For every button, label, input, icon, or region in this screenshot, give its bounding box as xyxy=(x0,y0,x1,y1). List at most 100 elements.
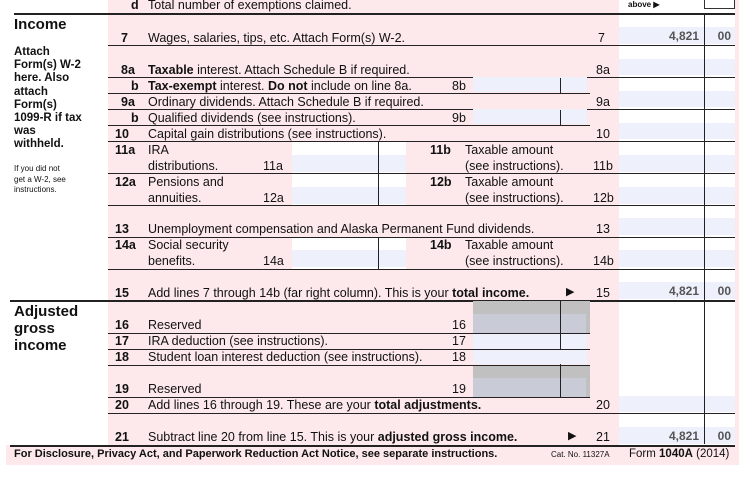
arrow-right-icon: ▶ xyxy=(568,430,577,442)
box-label: 12b xyxy=(593,191,614,205)
divider xyxy=(108,205,735,206)
divider xyxy=(108,397,590,398)
box-label: 11a xyxy=(263,159,283,173)
line-20-field[interactable] xyxy=(619,396,735,412)
line-14a-field[interactable] xyxy=(292,250,406,267)
line-13-field[interactable] xyxy=(619,218,735,235)
line-21-field[interactable] xyxy=(619,427,735,444)
note-line: attach xyxy=(14,85,48,98)
line-8b-field[interactable] xyxy=(473,77,587,92)
line-num: 11a xyxy=(115,143,136,157)
line-10-field[interactable] xyxy=(619,123,735,139)
agi-heading: Adjusted gross income xyxy=(14,303,78,354)
bold: total income. xyxy=(452,286,530,300)
line-9b-field[interactable] xyxy=(473,109,587,124)
divider xyxy=(108,413,735,414)
line-7-cents: 00 xyxy=(717,29,731,43)
box-label: 21 xyxy=(596,430,610,444)
box-label: 9a xyxy=(596,95,610,109)
line-17-field[interactable] xyxy=(473,334,587,349)
footer-notice: For Disclosure, Privacy Act, and Paperwo… xyxy=(14,448,498,460)
cents-divider xyxy=(560,78,561,93)
heading-line: gross xyxy=(14,320,55,337)
line-num: 17 xyxy=(115,334,129,348)
text: (see instructions). xyxy=(465,191,564,205)
line-7-field[interactable] xyxy=(619,27,735,44)
line-11a-field[interactable] xyxy=(292,155,406,172)
line-d-text: Total number of exemptions claimed. xyxy=(148,0,352,12)
line-8b-text: Tax-exempt interest. Do not include on l… xyxy=(148,79,412,93)
note-line: get a W-2, see xyxy=(14,174,66,184)
line-8a-field[interactable] xyxy=(619,59,735,75)
note-line: withheld. xyxy=(14,138,64,151)
shaded-field xyxy=(473,378,586,397)
line-num: 21 xyxy=(115,430,129,444)
line-num: 14b xyxy=(430,238,452,252)
box-label: 14a xyxy=(263,254,284,268)
cents-divider xyxy=(560,366,561,397)
divider xyxy=(108,109,735,110)
box-label: 15 xyxy=(596,286,610,300)
box-label: 10 xyxy=(596,127,610,141)
divider xyxy=(108,93,590,94)
line-17-text: IRA deduction (see instructions). xyxy=(148,334,328,348)
line-num: 8a xyxy=(121,63,135,77)
divider xyxy=(108,125,590,126)
exemptions-box[interactable] xyxy=(704,0,735,9)
box-label: 17 xyxy=(452,334,466,348)
text: Taxable amount xyxy=(465,238,554,252)
text: interest. xyxy=(216,79,268,93)
text: (2014) xyxy=(692,448,730,460)
line-9b-text: Qualified dividends (see instructions). xyxy=(148,111,356,125)
divider xyxy=(10,445,735,447)
box-label: 12a xyxy=(263,191,284,205)
line-num: b xyxy=(131,111,139,125)
divider xyxy=(108,237,735,238)
catalog-number: Cat. No. 11327A xyxy=(551,450,610,459)
divider xyxy=(108,141,735,142)
text: Pensions and xyxy=(148,175,224,189)
line-12a-field[interactable] xyxy=(292,187,406,204)
box-label: 16 xyxy=(452,318,466,332)
note-line: Form(s) W-2 xyxy=(14,59,81,72)
line-num: 15 xyxy=(115,286,129,300)
line-15-cents: 00 xyxy=(717,284,731,298)
attach-note: Attach Form(s) W-2 here. Also attach Form(s)… xyxy=(14,46,82,152)
pink-fill xyxy=(590,300,619,398)
note-line: Form(s) xyxy=(14,98,57,111)
line-num: 11b xyxy=(430,143,451,157)
line-12b-field[interactable] xyxy=(619,187,735,204)
line-num: 13 xyxy=(115,222,129,236)
cents-divider xyxy=(704,14,705,444)
line-num: 9a xyxy=(121,95,135,109)
cents-divider xyxy=(378,238,379,269)
line-18-text: Student loan interest deduction (see ins… xyxy=(148,350,423,364)
line-15-field[interactable] xyxy=(619,282,735,299)
note-line: here. Also xyxy=(14,72,70,85)
line-18-field[interactable] xyxy=(473,350,587,364)
line-20-text: Add lines 16 through 19. These are your … xyxy=(148,398,481,412)
line-num: 19 xyxy=(115,382,129,396)
text: Social security xyxy=(148,238,229,252)
line-8a-text: Taxable interest. Attach Schedule B if r… xyxy=(148,63,410,77)
text: distributions. xyxy=(148,159,219,173)
line-9a-field[interactable] xyxy=(619,91,735,107)
line-d-num: d xyxy=(131,0,139,12)
line-7-text: Wages, salaries, tips, etc. Attach Form(… xyxy=(148,31,406,45)
cents-divider xyxy=(560,301,561,333)
line-num: 16 xyxy=(115,318,129,332)
pink-edge xyxy=(735,0,739,445)
line-14b-field[interactable] xyxy=(619,250,735,267)
text: Taxable amount xyxy=(465,143,554,157)
text: benefits. xyxy=(148,254,196,268)
line-7-dollars: 4,821 xyxy=(668,29,699,43)
heading-line: Adjusted xyxy=(14,303,79,320)
line-15-text: Add lines 7 through 14b (far right colum… xyxy=(148,286,529,300)
box-label: 11b xyxy=(593,159,613,173)
box-label: 18 xyxy=(452,350,466,364)
line-11b-field[interactable] xyxy=(619,155,735,172)
line-15-dollars: 4,821 xyxy=(668,284,699,298)
box-label: 9b xyxy=(452,111,466,125)
box-label: 19 xyxy=(452,382,466,396)
